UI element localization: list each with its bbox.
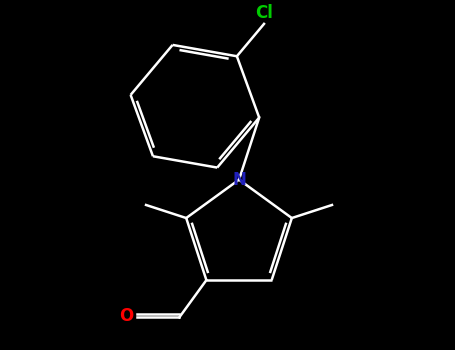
Text: N: N — [232, 171, 246, 189]
Text: O: O — [119, 307, 133, 325]
Text: Cl: Cl — [255, 4, 273, 22]
